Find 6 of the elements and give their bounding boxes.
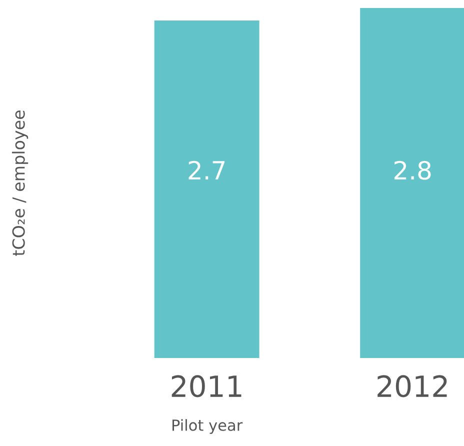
x-tick-label: 2011: [172, 375, 242, 398]
data-label: 2.8: [394, 160, 431, 180]
text: Pilot year: [172, 419, 243, 434]
y-axis-title: tCO₂e / employee: [12, 110, 28, 256]
data-label: 2.7: [188, 160, 225, 180]
x-tick-label: 2012: [378, 375, 447, 398]
